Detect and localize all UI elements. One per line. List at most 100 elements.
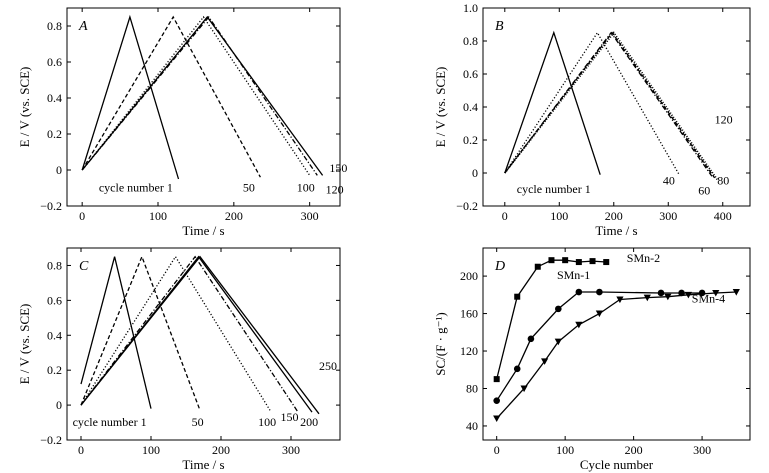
data-point-triangle [595, 310, 603, 318]
y-tick-label: 0 [56, 398, 62, 412]
series-line [80, 254, 201, 411]
data-point-circle [678, 289, 685, 297]
panel-label: B [495, 19, 504, 34]
annotation-label: 250 [319, 359, 337, 373]
data-point-circle [527, 335, 535, 343]
annotation-label: SMn-2 [627, 251, 660, 265]
y-tick-label: 0.8 [47, 19, 62, 33]
panel-B: 0 100 200 300 400 −0.2 0 0.2 0.4 0.6 0.8 1.0 Time / … [433, 1, 751, 238]
x-axis-label: Time / s [595, 223, 637, 238]
y-tick-label: −0.2 [456, 199, 478, 213]
x-tick-label: 200 [212, 443, 230, 457]
series-line [80, 255, 313, 413]
x-tick-label: 400 [714, 209, 732, 223]
annotation-label: 120 [715, 113, 733, 127]
y-tick-label: 0.6 [463, 67, 478, 81]
series-line [496, 291, 737, 419]
annotation-label: SMn-1 [557, 268, 590, 282]
annotation-label: 60 [698, 183, 710, 197]
annotation-label: cycle number 1 [99, 181, 173, 195]
y-tick-label: 0.4 [47, 91, 62, 105]
data-point-circle [575, 288, 583, 296]
series-line [81, 15, 311, 176]
x-tick-label: 300 [301, 209, 319, 223]
y-tick-label: 0.2 [47, 127, 62, 141]
y-tick-label: 120 [460, 344, 478, 358]
data-point-triangle [664, 293, 672, 301]
data-point-square [575, 259, 582, 266]
data-point-square [534, 263, 541, 270]
series-line [81, 14, 180, 180]
y-tick-label: 0.8 [463, 34, 478, 48]
annotation-label: 80 [717, 174, 729, 188]
y-axis-label: E / V (vs. SCE) [433, 67, 448, 148]
data-point-circle [596, 288, 603, 296]
y-tick-label: 0.2 [47, 363, 62, 377]
y-tick-label: 0.8 [47, 258, 62, 272]
x-tick-label: 100 [142, 443, 160, 457]
series-line [81, 15, 318, 176]
data-point-square [493, 376, 500, 383]
y-tick-label: 0 [56, 163, 62, 177]
x-tick-label: 100 [556, 443, 574, 457]
y-axis-label: SC/(F · g⁻¹) [433, 312, 448, 376]
x-tick-label: 100 [149, 209, 167, 223]
annotation-label: cycle number 1 [517, 182, 591, 196]
data-point-triangle [616, 296, 624, 304]
annotation-label: 40 [663, 174, 675, 188]
data-point-circle [513, 365, 521, 373]
series-line [504, 31, 716, 179]
annotation-label: 150 [281, 410, 299, 424]
y-tick-label: −0.2 [40, 199, 62, 213]
annotation-label: 100 [297, 181, 315, 195]
y-axis-label: E / V (vs. SCE) [17, 304, 32, 385]
x-tick-label: 200 [225, 209, 243, 223]
x-tick-label: 300 [659, 209, 677, 223]
y-tick-label: 200 [460, 269, 478, 283]
x-tick-label: 300 [282, 443, 300, 457]
data-point-square [603, 259, 610, 266]
x-tick-label: 100 [550, 209, 568, 223]
series-line [81, 15, 324, 176]
x-axis-label: Time / s [182, 223, 224, 238]
panel-label: A [78, 19, 88, 34]
annotation-label: 120 [326, 182, 344, 196]
x-tick-label: 0 [78, 443, 84, 457]
data-point-triangle [554, 338, 562, 346]
data-point-circle [493, 397, 500, 404]
plot-frame [66, 7, 341, 207]
data-point-square [514, 293, 521, 300]
x-tick-label: 0 [494, 443, 500, 457]
series-line [504, 31, 680, 176]
x-tick-label: 0 [502, 209, 508, 223]
x-tick-label: 0 [79, 209, 85, 223]
y-tick-label: 80 [466, 381, 478, 395]
annotation-label: 150 [329, 161, 347, 175]
series-line [80, 256, 152, 409]
annotation-label: 50 [243, 181, 255, 195]
annotation-label: SMn-4 [692, 291, 725, 305]
series-line [504, 31, 719, 181]
y-tick-label: −0.2 [40, 433, 62, 447]
data-point-square [562, 257, 569, 264]
annotation-label: cycle number 1 [73, 415, 147, 429]
data-point-triangle [712, 289, 720, 297]
y-tick-label: 1.0 [463, 1, 478, 15]
y-tick-label: 0.4 [47, 328, 62, 342]
y-tick-label: 0.6 [47, 55, 62, 69]
y-axis-label: E / V (vs. SCE) [17, 67, 32, 148]
annotation-label: 200 [300, 415, 318, 429]
panel-A: 0 100 200 300 −0.2 0 0.2 0.4 0.6 0.8 Time / s E / V… [17, 7, 347, 238]
plot-frame [66, 247, 341, 441]
plot-frame [482, 7, 751, 207]
x-axis-label: Cycle number [580, 457, 654, 472]
data-point-triangle [643, 294, 651, 302]
x-tick-label: 200 [605, 209, 623, 223]
series-line [80, 255, 320, 415]
series-line [504, 30, 601, 175]
x-tick-label: 300 [693, 443, 711, 457]
y-tick-label: 0.6 [47, 293, 62, 307]
y-tick-label: 0.2 [463, 133, 478, 147]
